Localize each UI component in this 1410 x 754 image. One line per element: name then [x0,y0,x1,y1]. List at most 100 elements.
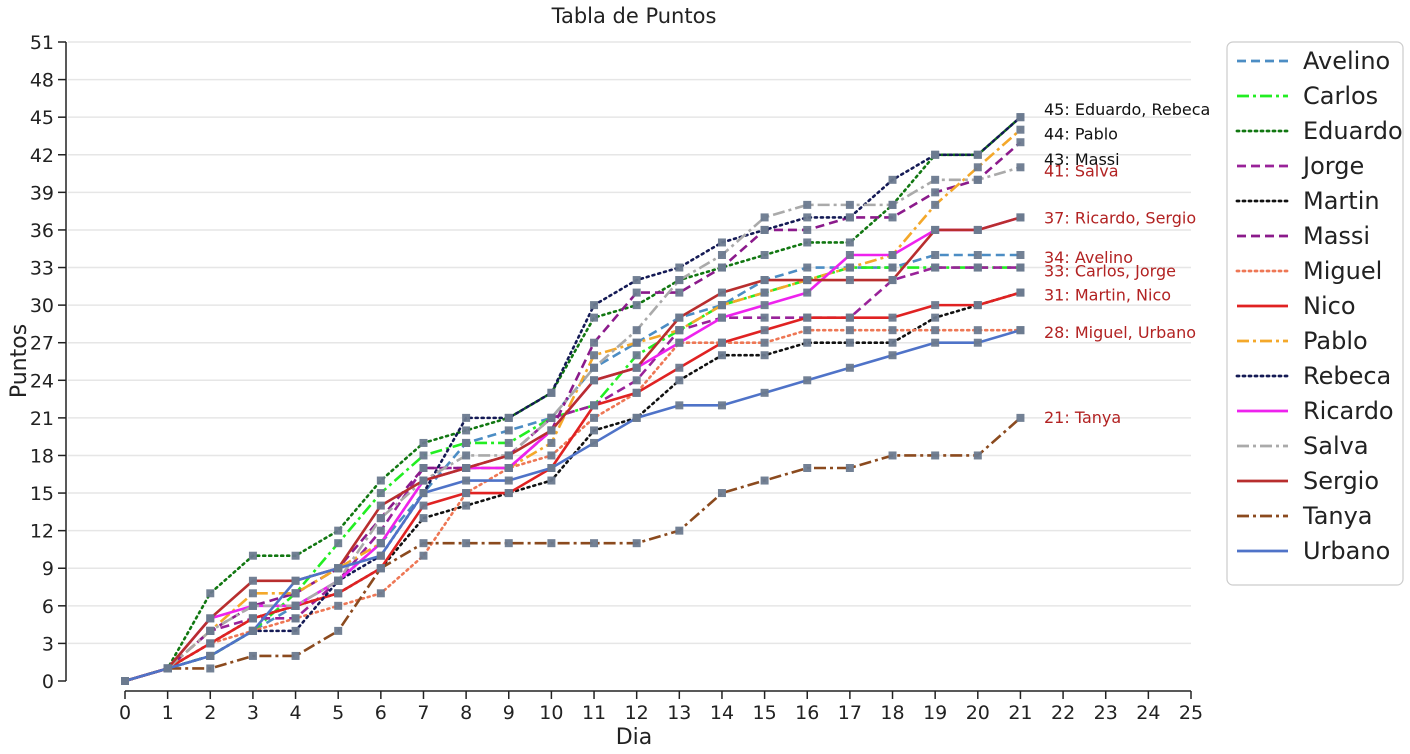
data-point-pablo [632,338,641,347]
y-axis-title: Puntos [7,324,32,398]
series-line-martin [123,291,1022,683]
data-point-miguel [376,589,385,598]
data-point-ricardo [888,251,897,259]
data-point-martin [888,338,897,347]
data-point-rebeca [845,213,854,222]
x-tick-label: 22 [1051,702,1075,724]
x-tick-label: 6 [375,702,387,724]
data-point-miguel [547,451,556,460]
data-point-tanya [462,539,471,548]
x-tick-label: 9 [503,702,515,724]
data-point-salva [675,276,684,285]
y-tick-label: 42 [30,145,54,167]
data-point-eduardo [845,238,854,247]
data-point-urbano [376,551,385,560]
x-tick-label: 13 [667,702,691,724]
data-point-rebeca [675,263,684,272]
y-tick-label: 51 [30,32,54,54]
data-point-salva [845,200,854,209]
data-point-eduardo [334,526,343,535]
legend-label-urbano: Urbano [1303,537,1390,565]
end-annotation: 31: Martin, Nico [1044,286,1171,305]
data-point-eduardo [419,438,428,447]
x-tick-label: 11 [582,702,606,724]
data-point-salva [931,175,940,184]
legend-label-carlos: Carlos [1303,82,1378,110]
data-point-rebeca [803,213,812,222]
series-line-urbano [124,328,1021,683]
data-point-rebeca [1016,113,1025,122]
data-point-miguel [931,326,940,335]
data-point-tanya [760,476,769,485]
data-point-sergio [1016,213,1025,222]
data-point-tanya [717,489,726,498]
data-point-eduardo [376,476,385,485]
legend-label-martin: Martin [1303,187,1380,215]
data-point-salva [760,213,769,222]
data-point-tanya [1016,413,1025,422]
data-point-tanya [419,539,428,548]
y-tick-label: 15 [30,483,54,505]
data-point-nico [504,489,513,498]
data-point-salva [376,514,385,523]
data-point-miguel [973,326,982,335]
legend-label-salva: Salva [1303,432,1369,460]
data-point-urbano [931,338,940,347]
data-point-rebeca [888,175,897,184]
data-point-nico [760,326,769,335]
x-tick-label: 0 [119,702,131,724]
data-point-jorge [632,376,641,385]
series-line-jorge [124,266,1021,683]
data-point-pablo [547,438,556,447]
data-point-miguel [419,551,428,560]
series-line-massi [124,141,1022,683]
data-point-sergio [590,376,599,385]
data-point-nico [717,338,726,347]
data-point-martin [462,501,471,510]
data-point-rebeca [632,276,641,285]
data-point-urbano [803,376,812,385]
series-line-rebeca [123,115,1022,683]
y-tick-label: 21 [30,408,54,430]
legend-frame [1226,41,1404,586]
y-tick-label: 6 [42,596,54,618]
x-tick-label: 15 [753,702,777,724]
data-point-urbano [419,489,428,498]
data-point-urbano [590,438,599,447]
data-point-tanya [973,451,982,460]
data-point-ricardo [803,288,812,297]
data-point-miguel [888,326,897,335]
y-tick-label: 36 [30,220,54,242]
x-tick-label: 19 [923,702,947,724]
x-tick-label: 2 [204,702,216,724]
data-point-rebeca [291,626,300,635]
legend-label-sergio: Sergio [1303,467,1379,495]
data-point-salva [547,413,556,422]
data-point-nico [845,313,854,322]
data-point-martin [547,476,556,485]
y-tick-label: 45 [30,107,54,129]
data-point-miguel [334,601,343,610]
data-point-eduardo [803,238,812,247]
data-point-rebeca [973,150,982,159]
data-point-tanya [376,564,385,573]
data-point-eduardo [206,589,215,598]
data-point-nico [632,388,641,397]
data-point-tanya [931,451,940,460]
data-point-pablo [1016,125,1025,134]
data-point-tanya [504,539,513,548]
data-point-pablo [931,200,940,209]
data-point-pablo [675,326,684,335]
data-point-pablo [760,288,769,297]
legend-label-avelino: Avelino [1303,47,1390,75]
series-line-eduardo [123,115,1022,683]
x-tick-label: 1 [162,702,174,724]
data-point-ricardo [717,313,726,322]
series-line-nico [124,291,1021,683]
data-point-urbano [504,476,513,485]
data-markers [121,113,1025,685]
data-point-sergio [888,276,897,285]
data-point-rebeca [547,388,556,397]
data-point-sergio [675,313,684,322]
